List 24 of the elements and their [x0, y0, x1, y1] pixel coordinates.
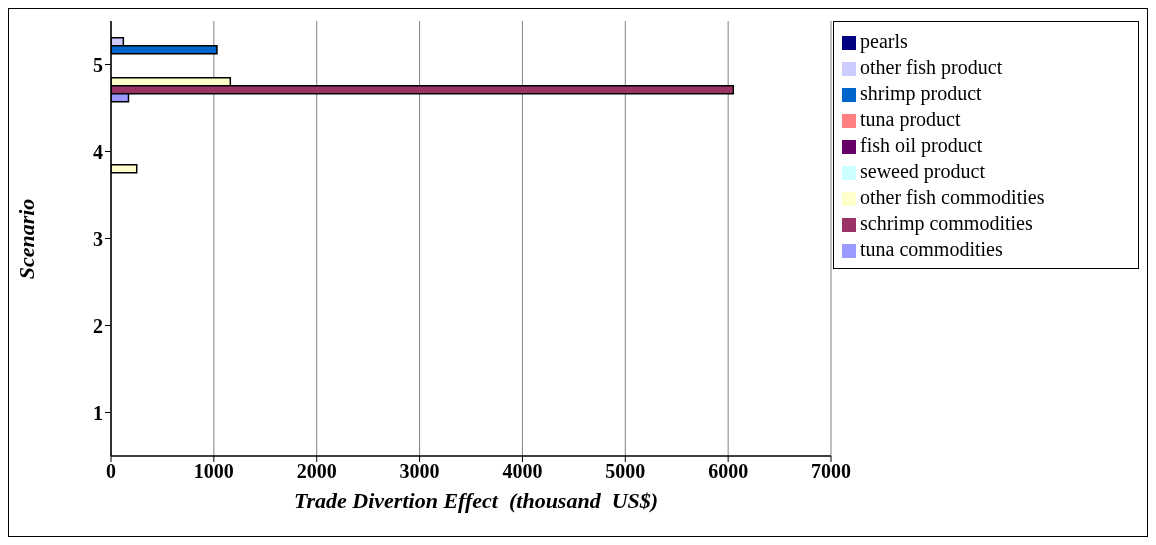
legend-label: other fish commodities [860, 186, 1045, 208]
x-tick-label: 5000 [605, 460, 646, 483]
x-tick-label: 4000 [502, 460, 543, 483]
legend-label: tuna product [860, 108, 961, 130]
y-tick-label: 3 [93, 227, 103, 250]
y-tick-label: 4 [93, 140, 103, 163]
x-tick-label: 2000 [296, 460, 337, 483]
y-axis-title: Scenario [14, 198, 40, 280]
legend-label: shrimp product [860, 82, 982, 104]
x-axis-title: Trade Divertion Effect (thousand US$) [293, 488, 659, 514]
legend-label: tuna commodities [860, 238, 1003, 260]
x-tick-label: 1000 [193, 460, 234, 483]
y-tick-label: 5 [93, 53, 103, 76]
x-tick-label: 3000 [399, 460, 440, 483]
x-tick-label: 6000 [708, 460, 749, 483]
x-tick-label: 0 [106, 460, 116, 483]
legend-label: seweed product [860, 160, 985, 182]
y-tick-label: 2 [93, 314, 103, 337]
legend-label: other fish product [860, 56, 1003, 78]
legend-label: pearls [860, 30, 908, 52]
y-tick-label: 1 [93, 401, 103, 424]
legend-label: fish oil product [860, 134, 983, 156]
x-tick-label: 7000 [811, 460, 851, 483]
legend-label: schrimp commodities [860, 212, 1033, 234]
